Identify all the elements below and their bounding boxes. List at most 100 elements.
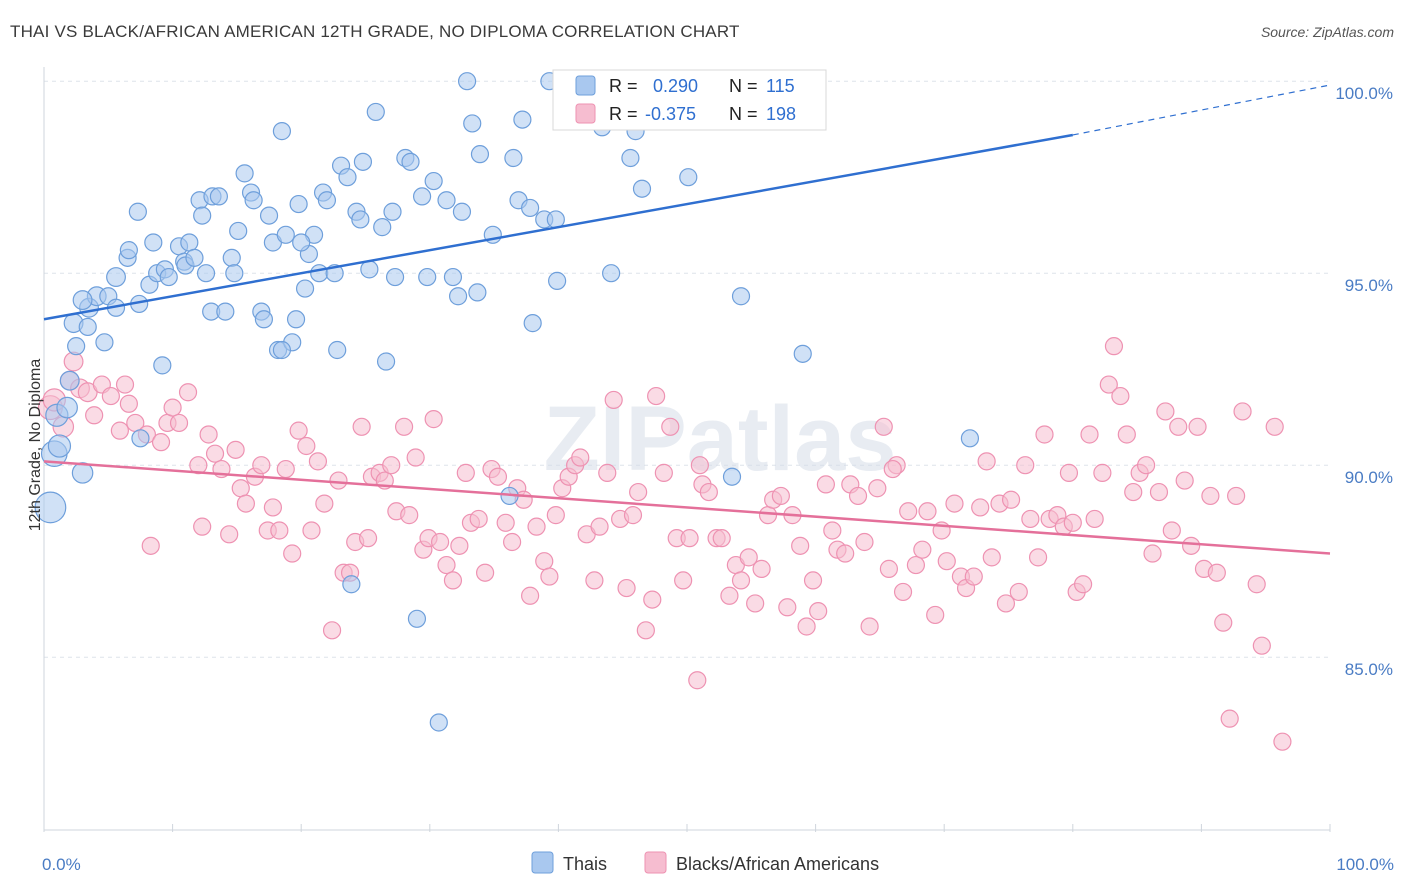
point-thais	[259, 206, 279, 225]
point-blacks	[674, 571, 693, 590]
points-blacks-african-americans	[37, 337, 1292, 751]
point-blacks	[816, 475, 835, 494]
point-thais	[180, 233, 199, 252]
point-thais	[679, 168, 698, 187]
point-thais	[47, 434, 72, 458]
point-thais	[504, 148, 523, 168]
point-thais	[376, 352, 396, 371]
point-blacks	[617, 578, 636, 598]
point-thais	[457, 72, 477, 91]
legend-swatch-thais	[575, 75, 596, 96]
point-blacks	[263, 498, 283, 517]
point-blacks	[629, 482, 648, 502]
point-blacks	[647, 386, 666, 406]
point-thais	[272, 340, 292, 360]
point-thais	[412, 187, 432, 206]
point-blacks	[1085, 509, 1104, 529]
point-thais	[351, 210, 370, 229]
points-thais	[34, 72, 980, 732]
point-blacks	[809, 602, 828, 621]
point-thais	[106, 267, 126, 287]
point-blacks	[771, 486, 790, 506]
point-thais	[317, 191, 337, 210]
point-thais	[513, 110, 532, 129]
point-blacks	[535, 552, 554, 571]
trend-line-blacks	[43, 460, 1331, 555]
point-blacks	[977, 452, 996, 471]
point-thais	[338, 168, 357, 187]
point-thais	[463, 114, 482, 133]
point-thais	[468, 283, 487, 302]
point-thais	[793, 344, 812, 363]
point-blacks	[1028, 548, 1048, 567]
point-blacks	[252, 456, 271, 475]
point-blacks	[1035, 425, 1054, 444]
point-blacks	[63, 351, 84, 372]
point-thais	[67, 337, 86, 356]
point-blacks	[1233, 402, 1252, 421]
point-thais	[602, 264, 621, 283]
point-blacks	[443, 571, 463, 590]
point-blacks	[1175, 471, 1194, 490]
bottom-legend-label-blacks: Blacks/African Americans	[676, 854, 879, 874]
trend-line-thais-extension	[1072, 84, 1331, 136]
point-blacks	[1149, 482, 1169, 502]
point-blacks	[1016, 456, 1035, 475]
point-blacks	[231, 479, 250, 498]
point-blacks	[1182, 536, 1201, 555]
bottom-legend-swatch-thais	[531, 851, 554, 874]
point-thais	[366, 102, 385, 122]
point-blacks	[205, 444, 225, 463]
point-blacks	[236, 494, 256, 513]
point-thais	[443, 267, 463, 287]
bottom-legend-swatch-blacks	[644, 851, 667, 874]
point-thais	[225, 264, 244, 283]
point-thais	[722, 467, 742, 486]
point-thais	[56, 396, 78, 419]
point-thais	[196, 264, 216, 283]
point-thais	[632, 179, 652, 198]
point-blacks	[643, 590, 662, 609]
point-thais	[185, 248, 204, 267]
point-blacks	[1227, 486, 1246, 506]
point-blacks	[731, 571, 751, 590]
y-tick-label: 95.0%	[1345, 276, 1393, 295]
point-thais	[418, 267, 437, 287]
legend-n-label: N =	[729, 76, 758, 96]
point-blacks	[169, 413, 189, 433]
point-thais	[193, 206, 212, 225]
point-thais	[272, 122, 292, 141]
point-blacks	[604, 390, 623, 410]
point-thais	[448, 287, 468, 306]
point-blacks	[964, 567, 983, 586]
point-blacks	[163, 398, 182, 417]
point-blacks	[739, 548, 758, 567]
point-thais	[235, 164, 254, 183]
point-blacks	[400, 506, 419, 525]
point-blacks	[868, 479, 887, 498]
trend-lines	[43, 84, 1331, 555]
point-blacks	[189, 456, 208, 475]
point-thais	[144, 233, 163, 252]
point-blacks	[823, 521, 842, 540]
point-thais	[128, 202, 147, 221]
point-thais	[71, 462, 94, 484]
point-blacks	[803, 571, 823, 590]
point-blacks	[752, 559, 771, 578]
point-blacks	[598, 463, 617, 482]
point-blacks	[937, 552, 956, 571]
point-blacks	[1201, 486, 1220, 506]
point-thais	[292, 233, 311, 252]
point-blacks	[1169, 417, 1188, 436]
point-thais	[401, 152, 420, 171]
point-blacks	[1059, 463, 1079, 482]
point-thais	[452, 202, 472, 221]
point-thais	[216, 302, 235, 321]
point-thais	[254, 310, 274, 329]
point-blacks	[546, 506, 565, 525]
point-blacks	[1117, 425, 1136, 444]
point-thais	[470, 145, 490, 164]
point-blacks	[746, 594, 765, 613]
point-thais	[222, 248, 241, 267]
point-blacks	[110, 421, 129, 440]
